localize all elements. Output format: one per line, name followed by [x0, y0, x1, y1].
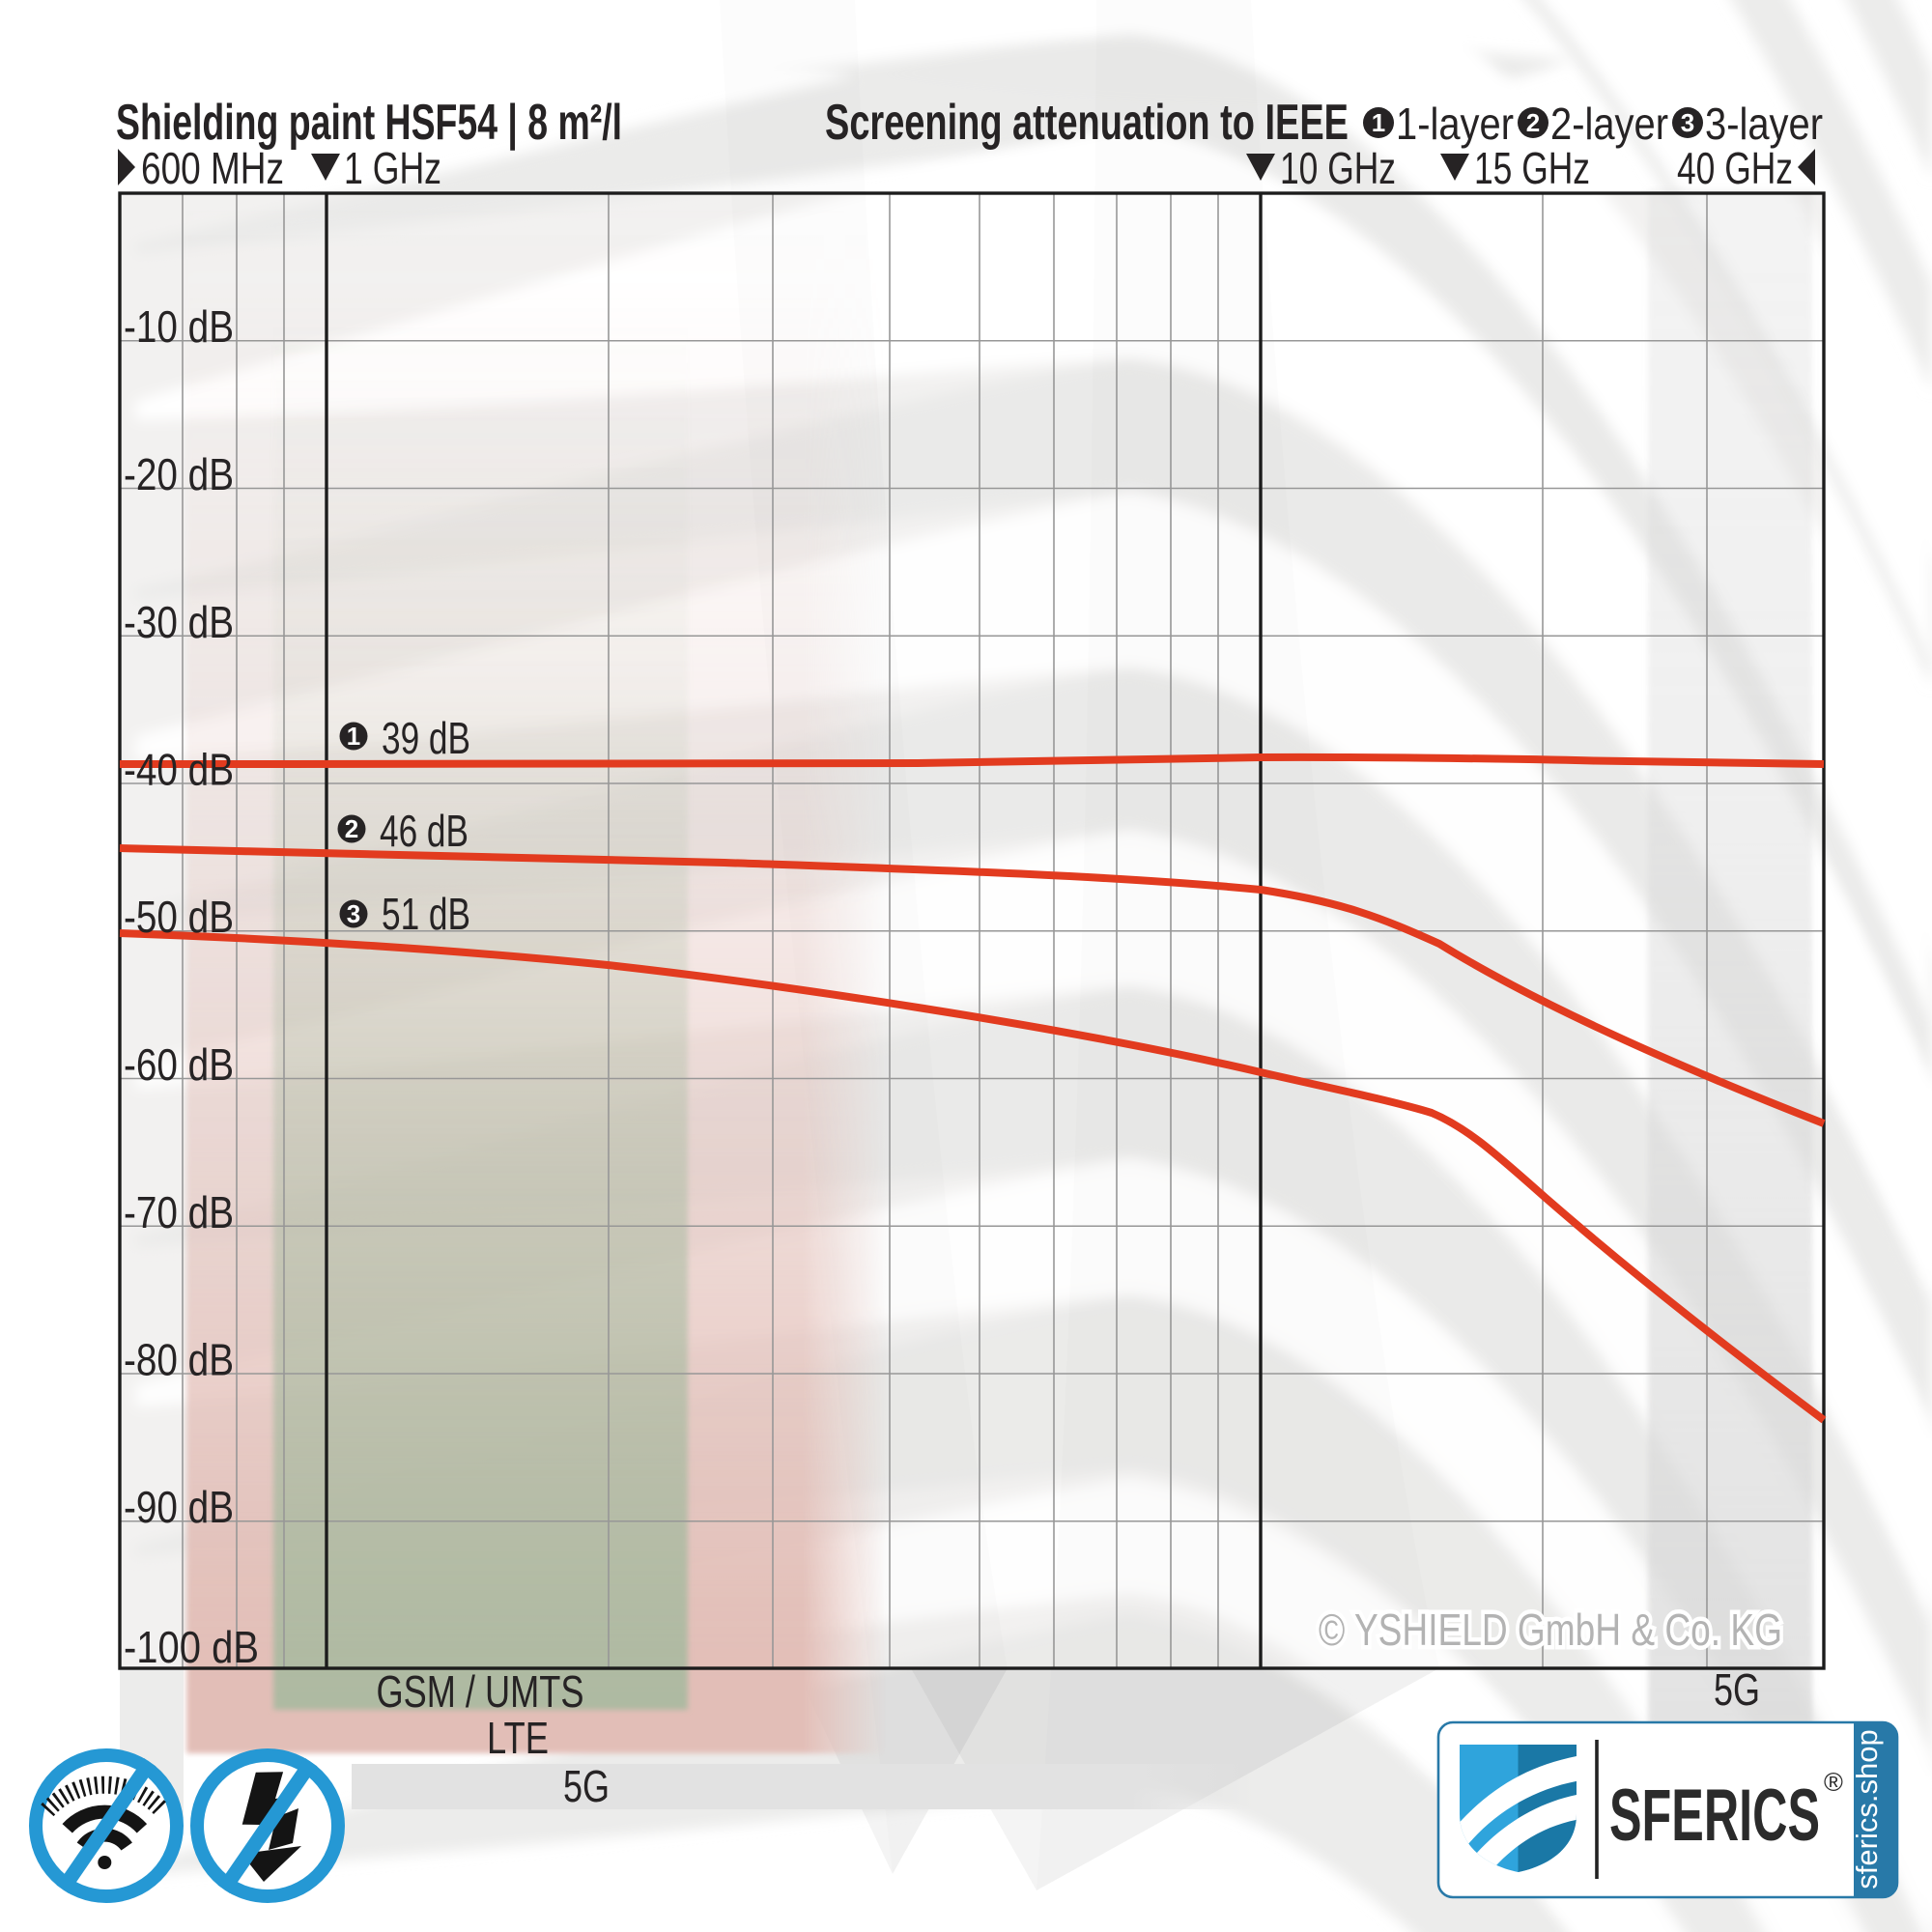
svg-text:-90 dB: -90 dB	[124, 1482, 234, 1532]
svg-text:2: 2	[1526, 108, 1540, 137]
svg-text:2-layer: 2-layer	[1550, 99, 1668, 149]
svg-text:600 MHz: 600 MHz	[141, 143, 284, 193]
svg-text:SFERICS: SFERICS	[1609, 1775, 1820, 1857]
svg-text:39 dB: 39 dB	[382, 713, 470, 763]
svg-text:-30 dB: -30 dB	[124, 597, 234, 647]
svg-text:LTE: LTE	[487, 1713, 549, 1763]
svg-text:1-layer: 1-layer	[1396, 99, 1514, 149]
svg-text:sferics.shop: sferics.shop	[1850, 1729, 1884, 1889]
svg-text:1: 1	[347, 722, 360, 751]
svg-text:3-layer: 3-layer	[1705, 99, 1823, 149]
svg-text:-50 dB: -50 dB	[124, 892, 234, 942]
svg-text:-20 dB: -20 dB	[124, 449, 234, 499]
svg-text:-40 dB: -40 dB	[124, 745, 234, 795]
svg-text:10 GHz: 10 GHz	[1280, 143, 1396, 193]
svg-text:-100 dB: -100 dB	[124, 1622, 259, 1672]
svg-text:40 GHz: 40 GHz	[1677, 143, 1793, 193]
svg-text:Screening attenuation to IEEE: Screening attenuation to IEEE	[825, 95, 1349, 151]
svg-text:46 dB: 46 dB	[380, 806, 469, 856]
svg-text:1 GHz: 1 GHz	[344, 143, 441, 193]
svg-text:2: 2	[345, 814, 358, 843]
svg-text:®: ®	[1824, 1768, 1843, 1797]
svg-text:1: 1	[1372, 108, 1385, 137]
svg-text:3: 3	[1681, 108, 1694, 137]
svg-text:5G: 5G	[1714, 1664, 1760, 1715]
svg-text:5G: 5G	[563, 1761, 610, 1811]
svg-text:Shielding paint HSF54 | 8 m²/l: Shielding paint HSF54 | 8 m²/l	[116, 95, 622, 151]
svg-text:15 GHz: 15 GHz	[1474, 143, 1590, 193]
svg-text:51 dB: 51 dB	[382, 889, 470, 939]
svg-text:-10 dB: -10 dB	[124, 301, 234, 352]
svg-text:-60 dB: -60 dB	[124, 1039, 234, 1090]
svg-text:GSM / UMTS: GSM / UMTS	[377, 1666, 584, 1717]
svg-text:© YSHIELD GmbH & Co. KG: © YSHIELD GmbH & Co. KG	[1319, 1605, 1782, 1655]
svg-text:3: 3	[347, 899, 360, 928]
svg-text:-80 dB: -80 dB	[124, 1335, 234, 1385]
svg-text:-70 dB: -70 dB	[124, 1187, 234, 1237]
